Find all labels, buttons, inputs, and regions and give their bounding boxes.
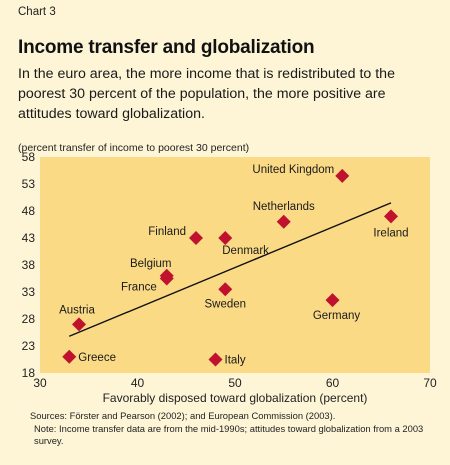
y-axis-ticks: 18 23 28 33 38 43 48 53 58: [22, 150, 36, 380]
y-tick-label: 58: [22, 150, 36, 164]
x-tick-label: 50: [228, 376, 242, 390]
data-point-sweden: [218, 282, 233, 297]
x-axis-label: Favorably disposed toward globalization …: [103, 391, 368, 405]
data-label-ireland: Ireland: [373, 227, 408, 239]
data-label-finland: Finland: [148, 226, 186, 238]
x-tick-label: 70: [423, 376, 437, 390]
data-label-belgium: Belgium: [130, 258, 172, 270]
data-point-denmark: [218, 231, 233, 245]
data-point-netherlands: [276, 214, 291, 229]
y-tick-label: 23: [22, 339, 36, 353]
data-points: [62, 168, 398, 367]
data-label-germany: Germany: [313, 310, 361, 322]
trend-line: [68, 202, 392, 337]
data-label-united-kingdom: United Kingdom: [252, 164, 334, 176]
x-tick-label: 60: [326, 376, 340, 390]
data-label-france: France: [121, 282, 157, 294]
data-point-greece: [62, 349, 77, 364]
chart-subtitle: In the euro area, the more income that i…: [18, 66, 395, 122]
data-label-greece: Greece: [78, 352, 116, 364]
y-tick-label: 38: [22, 258, 36, 272]
data-labels: United Kingdom Ireland Netherlands Finland D…: [59, 164, 408, 367]
y-tick-label: 53: [22, 177, 36, 191]
y-axis-unit-label: (percent transfer of income to poorest 3…: [18, 142, 250, 154]
x-tick-label: 30: [33, 376, 47, 390]
data-point-ireland: [384, 209, 398, 224]
data-point-italy: [208, 352, 223, 367]
data-point-france: [159, 271, 174, 286]
note-text: Note: Income transfer data are from the …: [34, 423, 424, 446]
y-tick-label: 43: [22, 231, 36, 245]
data-point-germany: [325, 293, 340, 308]
data-label-sweden: Sweden: [204, 298, 246, 310]
data-label-denmark: Denmark: [222, 245, 269, 257]
x-tick-label: 40: [131, 376, 145, 390]
data-point-finland: [189, 231, 203, 245]
chart-number-label: Chart 3: [18, 6, 56, 18]
sources-text: Sources: Förster and Pearson (2002); and…: [30, 410, 336, 421]
data-point-united-kingdom: [335, 168, 350, 183]
data-label-netherlands: Netherlands: [253, 201, 315, 213]
data-label-austria: Austria: [59, 304, 95, 316]
y-tick-label: 48: [22, 204, 36, 218]
x-axis-ticks: 30 40 50 60 70: [33, 376, 437, 390]
data-point-austria: [72, 317, 86, 332]
chart-title: Income transfer and globalization: [18, 37, 315, 58]
y-tick-label: 33: [22, 285, 36, 299]
y-tick-label: 28: [22, 312, 36, 326]
y-tick-label: 18: [22, 366, 36, 380]
data-label-italy: Italy: [225, 355, 246, 367]
plot-area: [40, 157, 430, 373]
